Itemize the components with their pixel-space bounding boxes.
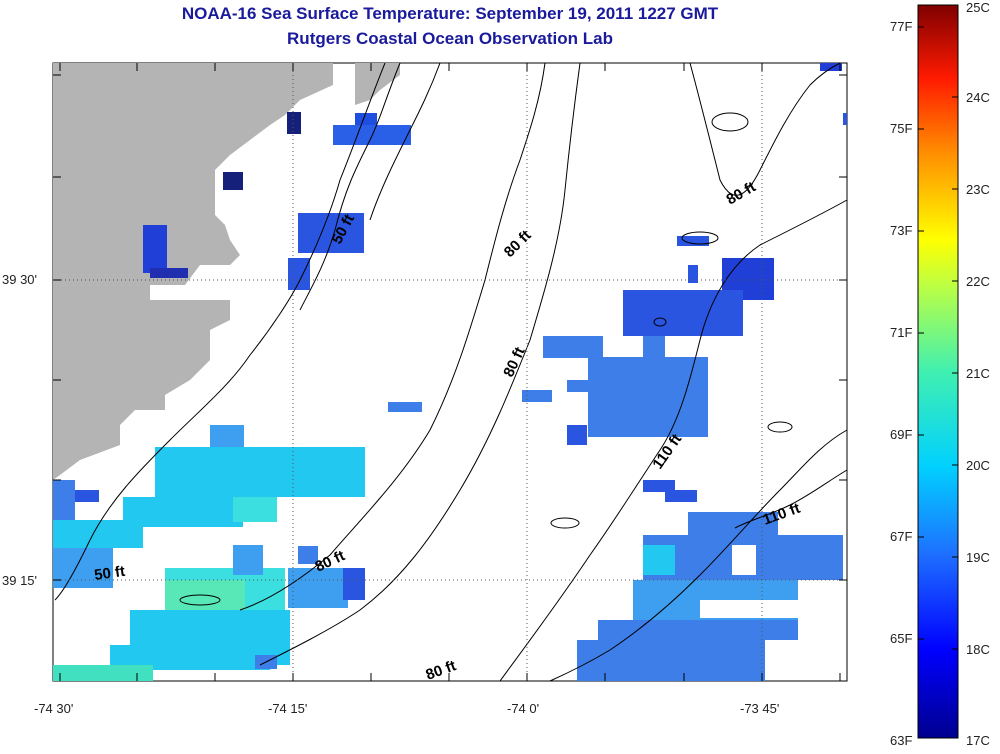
sst-map: 50 ft 80 ft 80 ft 80 ft 110 ft 110 ft 50… — [0, 0, 1000, 754]
colorbar-f-label: 69F — [890, 427, 912, 442]
x-tick-label: -74 30' — [34, 701, 73, 716]
colorbar-c-label: 22C — [966, 274, 990, 289]
colorbar-f-label: 65F — [890, 631, 912, 646]
colorbar-f-label: 63F — [890, 733, 912, 748]
colorbar-c-label: 20C — [966, 458, 990, 473]
colorbar-c-label: 19C — [966, 550, 990, 565]
colorbar-c-label: 18C — [966, 642, 990, 657]
colorbar-c-label: 25C — [966, 0, 990, 15]
colorbar-f-label: 73F — [890, 223, 912, 238]
x-tick-label: -73 45' — [740, 701, 779, 716]
colorbar — [918, 5, 958, 738]
colorbar-f-label: 75F — [890, 121, 912, 136]
colorbar-f-label: 71F — [890, 325, 912, 340]
colorbar-f-label: 67F — [890, 529, 912, 544]
colorbar-c-label: 24C — [966, 90, 990, 105]
colorbar-c-label: 17C — [966, 733, 990, 748]
x-tick-label: -74 15' — [268, 701, 307, 716]
y-tick-label: 39 15' — [2, 573, 37, 588]
colorbar-c-label: 21C — [966, 366, 990, 381]
colorbar-c-label: 23C — [966, 182, 990, 197]
colorbar-f-label: 77F — [890, 19, 912, 34]
y-tick-label: 39 30' — [2, 272, 37, 287]
x-tick-label: -74 0' — [507, 701, 539, 716]
